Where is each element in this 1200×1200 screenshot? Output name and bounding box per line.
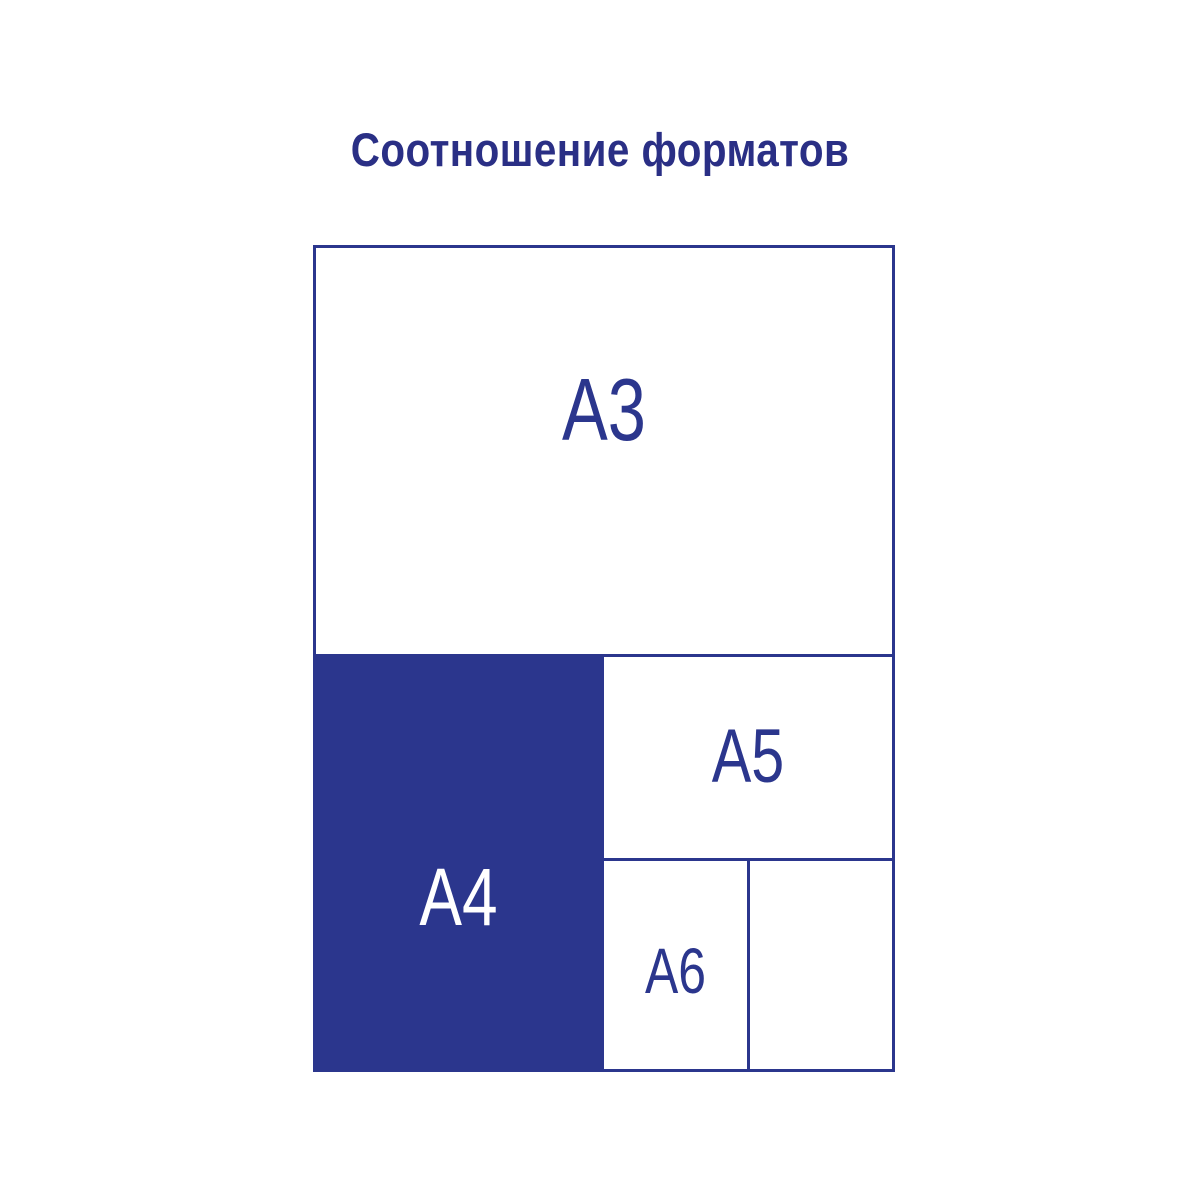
format-label-a6: A6	[644, 935, 707, 1007]
format-cell-a5[interactable]: A5	[604, 657, 892, 861]
format-label-a5: A5	[711, 714, 785, 799]
format-label-a4: A4	[419, 852, 498, 943]
format-cell-a7[interactable]	[750, 861, 892, 1069]
page-title: Соотношение форматов	[350, 123, 850, 176]
paper-format-ratio-diagram: A3 A4 A5 A6	[313, 245, 895, 1072]
format-cell-a6[interactable]: A6	[604, 861, 750, 1069]
format-cell-a3[interactable]: A3	[316, 248, 892, 657]
format-cell-a4[interactable]: A4	[316, 657, 604, 1069]
format-label-a3: A3	[562, 360, 646, 459]
